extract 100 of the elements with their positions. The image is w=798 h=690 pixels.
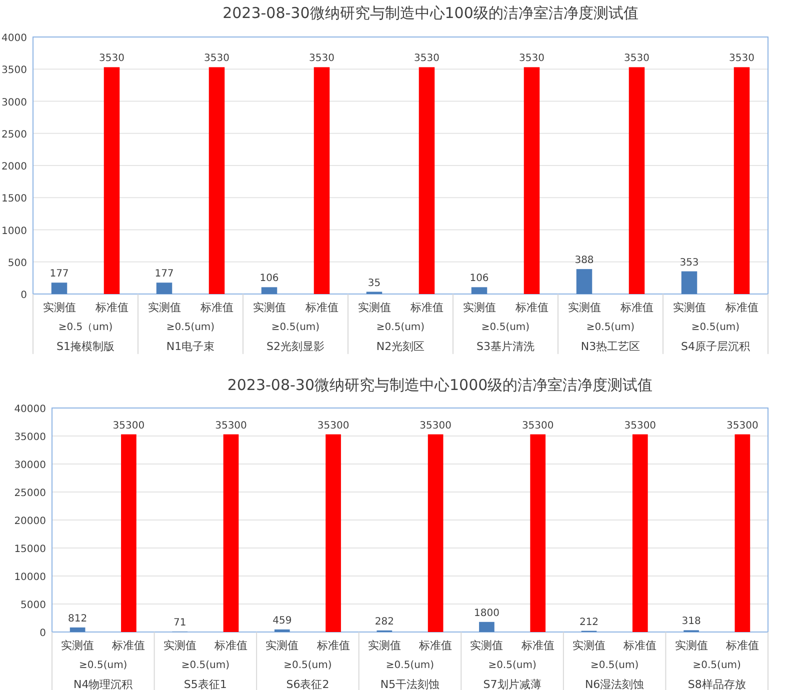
y-tick-label: 2500 xyxy=(2,129,27,140)
y-tick-label: 20000 xyxy=(14,516,46,527)
data-label: 318 xyxy=(682,616,701,628)
bar xyxy=(734,67,750,294)
data-label: 35 xyxy=(368,278,381,289)
chart-title: 2023-08-30微纳研究与制造中心1000级的洁净室洁净度测试值 xyxy=(227,376,653,394)
data-label: 106 xyxy=(260,273,279,284)
x-tick-label: 实测值 xyxy=(674,639,708,652)
y-tick-label: 0 xyxy=(20,290,27,301)
x-tick-label: 标准值 xyxy=(409,301,444,314)
x-tick-label: 标准值 xyxy=(214,639,248,652)
x-tick-label: 标准值 xyxy=(94,301,128,314)
bar xyxy=(261,287,278,294)
text: S6表征2 xyxy=(286,678,330,690)
chart-title: 2023-08-30微纳研究与制造中心100级的洁净室洁净度测试值 xyxy=(222,4,638,22)
y-tick-label: 1000 xyxy=(2,226,27,237)
y-tick-label: 10000 xyxy=(14,572,46,583)
x-tick-label: 实测值 xyxy=(568,301,601,314)
data-label: 3530 xyxy=(519,53,544,64)
data-label: 812 xyxy=(68,613,88,624)
text: N4物理沉积 xyxy=(74,678,133,690)
x-tick-label: 实测值 xyxy=(148,301,181,314)
y-tick-label: 40000 xyxy=(14,404,46,415)
text: ≥0.5(um) xyxy=(586,322,635,333)
y-tick-label: 3000 xyxy=(2,97,27,108)
x-tick-label: 实测值 xyxy=(462,301,496,314)
text: S8样品存放 xyxy=(688,678,746,690)
bar xyxy=(121,434,136,632)
text: N2光刻区 xyxy=(376,340,425,353)
text: ≥0.5(um) xyxy=(590,660,639,671)
y-tick-label: 0 xyxy=(40,628,46,639)
data-label: 388 xyxy=(574,255,594,266)
text: N6湿法刻蚀 xyxy=(584,678,644,690)
text: S3基片清洗 xyxy=(476,340,534,353)
x-tick-label: 标准值 xyxy=(724,301,758,314)
bar xyxy=(418,67,435,294)
x-tick-label: 标准值 xyxy=(514,301,548,314)
y-tick-label: 500 xyxy=(8,258,27,269)
text: S7划片减薄 xyxy=(483,678,542,690)
bar xyxy=(274,629,290,632)
x-tick-label: 实测值 xyxy=(61,639,94,652)
y-tick-label: 2000 xyxy=(2,162,27,172)
text: ≥0.5(um) xyxy=(376,322,425,333)
bar xyxy=(632,434,648,632)
data-label: 3530 xyxy=(309,53,334,64)
x-tick-label: 实测值 xyxy=(358,301,391,314)
text: N3热工艺区 xyxy=(580,340,640,353)
data-label: 212 xyxy=(579,616,599,628)
text: ≥0.5(um) xyxy=(386,660,434,671)
text: S1掩模制版 xyxy=(56,340,114,353)
bar xyxy=(681,271,698,294)
data-label: 177 xyxy=(154,268,174,280)
text: ≥0.5(um) xyxy=(271,322,320,333)
bar xyxy=(326,434,341,632)
bar xyxy=(156,282,172,294)
x-tick-label: 标准值 xyxy=(316,639,350,652)
y-tick-label: 35000 xyxy=(14,432,46,443)
data-label: 3530 xyxy=(414,53,440,64)
data-label: 35300 xyxy=(726,420,758,432)
bar xyxy=(471,287,488,294)
data-label: 35300 xyxy=(112,420,145,432)
data-label: 106 xyxy=(470,273,489,284)
y-tick-label: 15000 xyxy=(14,544,46,555)
data-label: 35300 xyxy=(624,420,656,432)
data-label: 35300 xyxy=(317,420,350,432)
y-tick-label: 1500 xyxy=(2,194,27,205)
bar xyxy=(70,627,86,632)
data-label: 459 xyxy=(272,615,292,626)
text: S2光刻显影 xyxy=(266,340,324,353)
text: ≥0.5(um) xyxy=(691,322,740,333)
bar xyxy=(479,622,494,632)
x-tick-label: 实测值 xyxy=(252,301,286,314)
x-tick-label: 实测值 xyxy=(572,639,606,652)
bar xyxy=(428,434,444,632)
bar xyxy=(314,67,330,294)
text: N1电子束 xyxy=(166,340,215,353)
y-tick-label: 4000 xyxy=(2,33,27,44)
x-tick-label: 实测值 xyxy=(266,639,299,652)
bar xyxy=(734,434,750,632)
text: ≥0.5(um) xyxy=(79,660,128,671)
text: ≥0.5(um) xyxy=(284,660,332,671)
x-tick-label: 标准值 xyxy=(520,639,554,652)
text: ≥0.5(um) xyxy=(692,660,742,671)
data-label: 35300 xyxy=(215,420,247,432)
text: ≥0.5(um) xyxy=(481,322,530,333)
data-label: 3530 xyxy=(729,53,754,64)
y-tick-label: 30000 xyxy=(14,460,46,471)
x-tick-label: 实测值 xyxy=(163,639,196,652)
bar xyxy=(51,282,68,294)
data-label: 282 xyxy=(374,616,394,628)
bar xyxy=(104,67,120,294)
data-label: 177 xyxy=(50,268,69,280)
x-tick-label: 实测值 xyxy=(368,639,401,652)
x-tick-label: 标准值 xyxy=(304,301,338,314)
text: ≥0.5(um) xyxy=(181,660,230,671)
text: N5干法刻蚀 xyxy=(380,678,440,690)
text: ≥0.5（um) xyxy=(58,322,113,333)
text: S5表征1 xyxy=(184,678,227,690)
bar xyxy=(530,434,546,632)
x-tick-label: 实测值 xyxy=(672,301,706,314)
